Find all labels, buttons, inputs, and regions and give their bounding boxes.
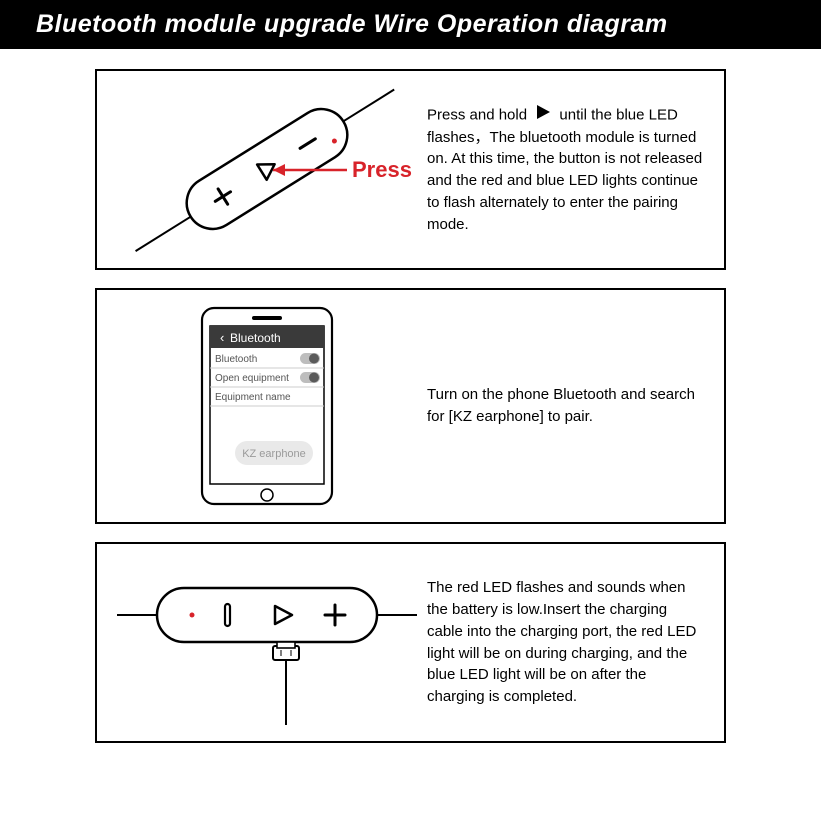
panel-2-desc: Turn on the phone Bluetooth and search f… — [417, 384, 704, 428]
phone-title: Bluetooth — [230, 331, 281, 345]
panel-1-desc: Press and hold until the blue LED flashe… — [417, 104, 704, 236]
svg-text:‹: ‹ — [220, 330, 224, 345]
illustration-remote-tilted: Press — [117, 87, 417, 252]
panel-charging: The red LED flashes and sounds when the … — [95, 542, 726, 743]
svg-text:Equipment name: Equipment name — [215, 392, 291, 403]
desc-post: until the blue LED flashes，The bluetooth… — [427, 106, 702, 232]
play-icon — [535, 104, 551, 127]
header-bar: Bluetooth module upgrade Wire Operation … — [0, 0, 821, 49]
desc-pre: Press and hold — [427, 106, 527, 123]
svg-text:Open equipment: Open equipment — [215, 373, 289, 384]
header-title: Bluetooth module upgrade Wire Operation … — [36, 10, 668, 38]
illustration-phone: ‹ Bluetooth Bluetooth Open equipment Equ… — [117, 306, 417, 506]
panel-pairing: Press Press and hold until the blue LED … — [95, 69, 726, 270]
device-chip: KZ earphone — [242, 448, 306, 460]
svg-text:Bluetooth: Bluetooth — [215, 354, 257, 365]
panel-phone: ‹ Bluetooth Bluetooth Open equipment Equ… — [95, 288, 726, 524]
illustration-remote-charging — [117, 560, 417, 725]
usb-icon — [273, 642, 299, 725]
panel-3-desc: The red LED flashes and sounds when the … — [417, 577, 704, 708]
press-label: Press — [352, 157, 412, 182]
panels-container: Press Press and hold until the blue LED … — [0, 49, 821, 743]
